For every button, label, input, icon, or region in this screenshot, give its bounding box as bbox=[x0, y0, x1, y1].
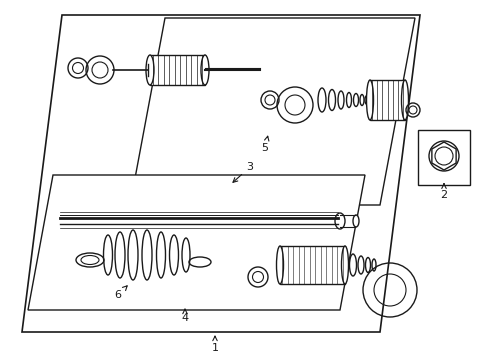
Text: 3: 3 bbox=[232, 162, 253, 182]
Ellipse shape bbox=[366, 80, 373, 120]
Ellipse shape bbox=[334, 213, 345, 229]
Text: 6: 6 bbox=[114, 286, 127, 300]
Ellipse shape bbox=[341, 246, 348, 284]
Polygon shape bbox=[22, 15, 419, 332]
Ellipse shape bbox=[401, 80, 407, 120]
Bar bbox=[369, 80, 404, 120]
Text: 5: 5 bbox=[261, 136, 268, 153]
Text: 4: 4 bbox=[181, 309, 188, 323]
Ellipse shape bbox=[352, 215, 358, 227]
Ellipse shape bbox=[201, 55, 208, 85]
Text: 2: 2 bbox=[440, 184, 447, 200]
Text: 1: 1 bbox=[211, 336, 218, 353]
Bar bbox=[150, 55, 204, 85]
Polygon shape bbox=[130, 18, 414, 205]
Bar bbox=[280, 246, 345, 284]
Bar bbox=[417, 130, 469, 185]
Ellipse shape bbox=[146, 55, 154, 85]
Ellipse shape bbox=[276, 246, 283, 284]
Polygon shape bbox=[28, 175, 364, 310]
